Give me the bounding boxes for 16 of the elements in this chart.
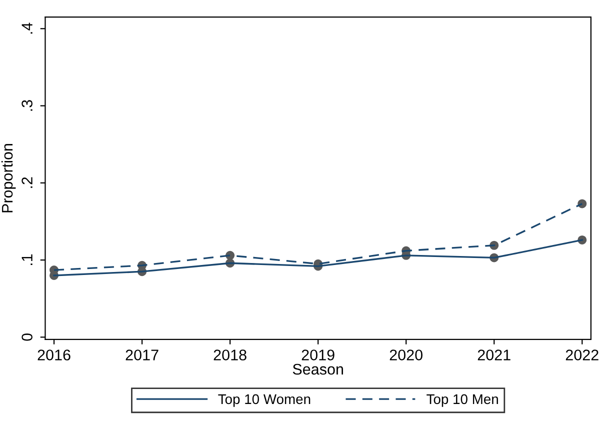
x-tick-label: 2022	[566, 350, 598, 360]
x-tick-label: 2020	[390, 350, 422, 360]
x-tick-label: 2018	[214, 350, 246, 360]
x-tick-label: 2017	[126, 350, 158, 360]
y-tick-label: .3	[22, 100, 32, 111]
y-axis-title: Proportion	[1, 144, 16, 212]
x-tick-label: 2019	[302, 350, 334, 360]
x-tick-label: 2021	[478, 350, 510, 360]
legend-label: Top 10 Women	[218, 394, 310, 407]
y-tick-label: .1	[22, 254, 32, 265]
y-tick-label: .4	[22, 22, 32, 34]
x-tick-label: 2016	[38, 350, 70, 360]
y-tick-label: 0	[22, 334, 32, 341]
legend-label: Top 10 Men	[426, 394, 498, 407]
y-tick-label: .2	[22, 177, 32, 188]
x-axis-title: Season	[292, 364, 343, 375]
